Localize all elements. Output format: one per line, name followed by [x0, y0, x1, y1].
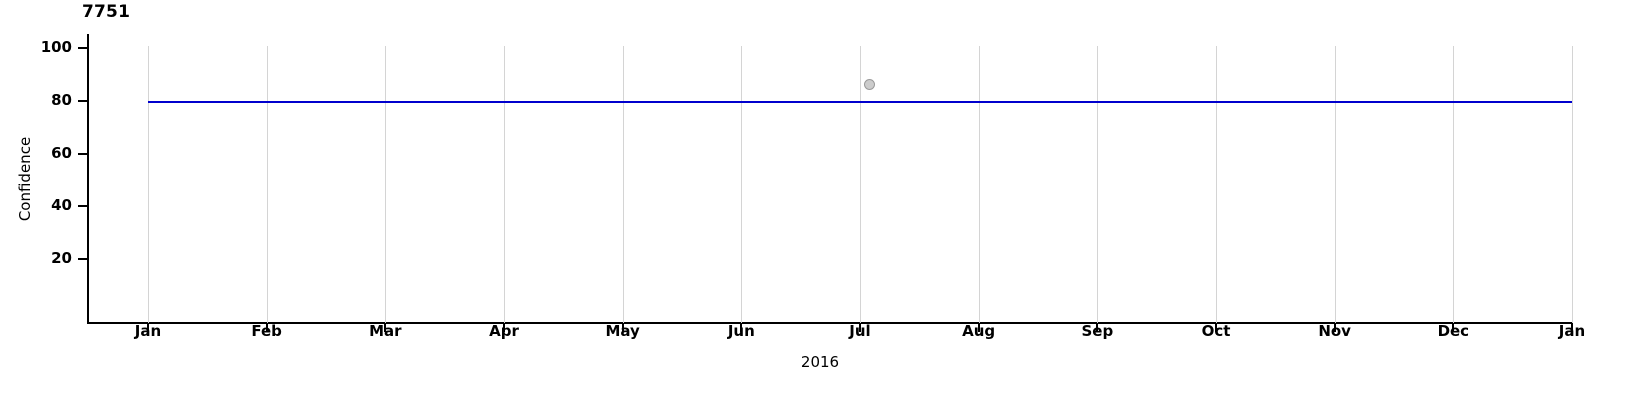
x-tick-label-jan-0: Jan — [134, 322, 162, 340]
gridline-jan-12 — [1572, 46, 1573, 323]
x-tick-label-may-4: May — [605, 322, 640, 340]
x-tick-label-jul-6: Jul — [849, 322, 871, 340]
x-tick-mark-6 — [859, 324, 861, 332]
x-tick-label-jan-12: Jan — [1558, 322, 1586, 340]
x-tick-label-nov-10: Nov — [1318, 322, 1351, 340]
x-axis-label-text: 2016 — [800, 353, 840, 371]
y-axis-line — [87, 34, 89, 324]
y-tick-label-20: 20 — [51, 249, 72, 267]
x-tick-mark-7 — [977, 324, 980, 332]
x-tick-label-sep-8: Sep — [1081, 322, 1114, 340]
x-tick-mark-1 — [265, 324, 268, 332]
x-tick-mark-4 — [621, 324, 624, 332]
x-tick-mark-3 — [503, 324, 505, 332]
gridline-feb-1 — [266, 46, 268, 323]
y-tick-mark-100 — [78, 47, 87, 49]
y-tick-mark-20 — [78, 258, 87, 260]
y-tick-label-80: 80 — [51, 90, 72, 109]
gridline-sep-8 — [1097, 46, 1099, 323]
y-tick-mark-80 — [78, 99, 87, 102]
gridline-jan-0 — [148, 46, 149, 323]
y-tick-label-100: 100 — [40, 38, 72, 56]
x-tick-label-jun-5: Jun — [727, 322, 755, 340]
y-axis-label: Confidence — [16, 136, 34, 222]
data-point[interactable] — [863, 79, 875, 91]
x-tick-label-apr-3: Apr — [489, 322, 519, 340]
chart-title: 7751 — [82, 2, 131, 22]
x-tick-mark-8 — [1096, 324, 1099, 332]
gridline-nov-10 — [1334, 46, 1336, 323]
gridline-may-4 — [622, 46, 624, 323]
y-tick-mark-40 — [78, 205, 87, 208]
y-tick-mark-60 — [78, 152, 87, 155]
x-tick-label-mar-2: Mar — [369, 322, 402, 340]
x-tick-mark-11 — [1452, 324, 1455, 332]
gridline-dec-11 — [1453, 46, 1455, 323]
x-axis-line — [88, 322, 1573, 324]
x-axis-label: 2016 — [0, 353, 1650, 371]
gridline-apr-3 — [504, 46, 505, 323]
x-tick-mark-10 — [1333, 324, 1336, 332]
plot-area — [88, 36, 1597, 323]
x-tick-mark-2 — [384, 324, 387, 332]
gridline-jul-6 — [860, 46, 861, 323]
gridline-mar-2 — [385, 46, 387, 323]
threshold-line — [148, 100, 1572, 103]
x-tick-mark-12 — [1571, 324, 1573, 332]
x-tick-label-dec-11: Dec — [1437, 322, 1470, 340]
gridline-jun-5 — [741, 46, 743, 323]
y-tick-label-40: 40 — [51, 196, 72, 215]
x-tick-mark-5 — [740, 324, 743, 332]
x-tick-mark-0 — [147, 324, 149, 332]
x-tick-label-aug-7: Aug — [962, 322, 996, 340]
y-tick-label-60: 60 — [51, 143, 72, 162]
x-tick-label-oct-9: Oct — [1201, 322, 1231, 340]
x-tick-label-feb-1: Feb — [251, 322, 282, 340]
gridline-oct-9 — [1216, 46, 1217, 323]
gridline-aug-7 — [978, 46, 980, 323]
x-tick-mark-9 — [1215, 324, 1217, 332]
